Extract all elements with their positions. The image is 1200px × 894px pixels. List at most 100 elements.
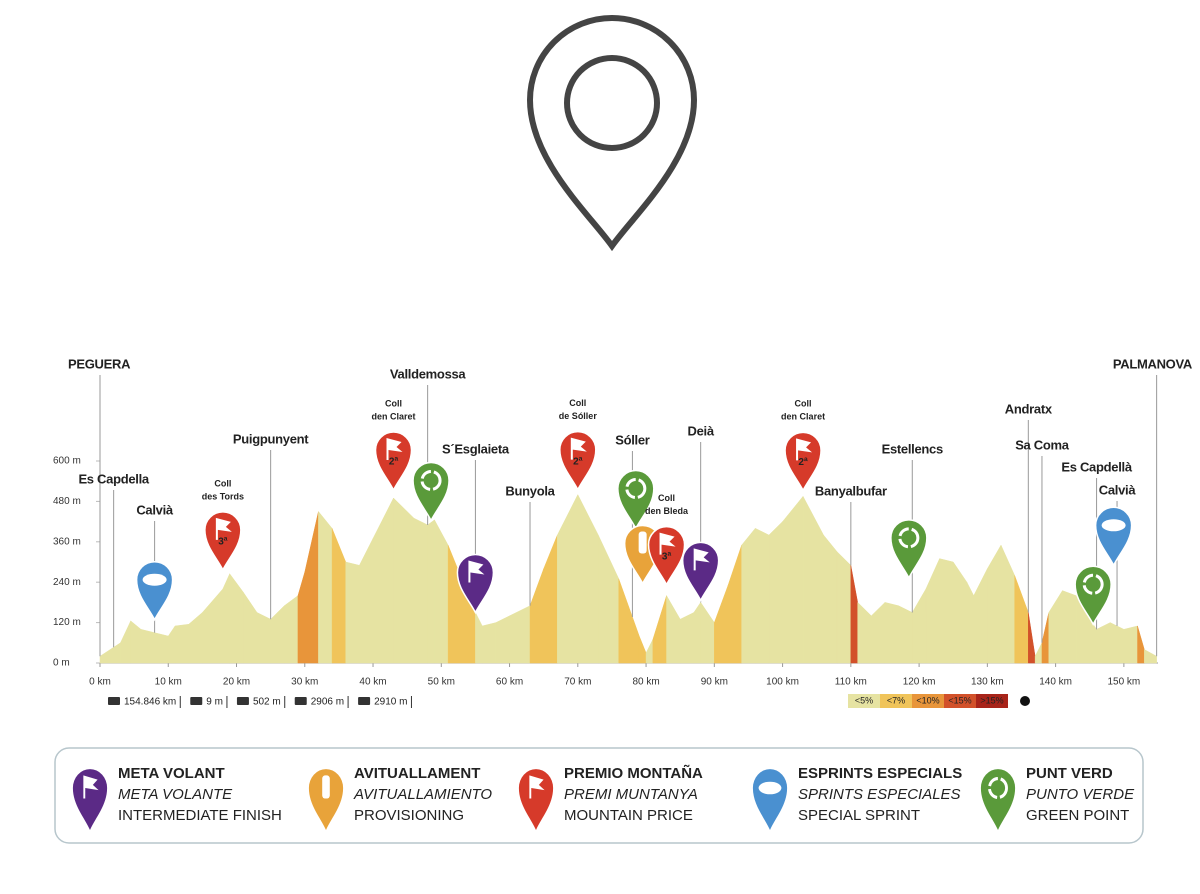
bottle-icon bbox=[638, 531, 647, 554]
legend-icon bbox=[72, 769, 108, 830]
profile-segment bbox=[1048, 589, 1063, 664]
x-tick-label: 10 km bbox=[155, 677, 182, 688]
profile-segment bbox=[1041, 612, 1050, 664]
place-label: PEGUERA bbox=[68, 356, 131, 371]
place-label: Puigpunyent bbox=[233, 431, 309, 446]
bottle-icon bbox=[322, 775, 330, 799]
legend-pin bbox=[308, 769, 344, 830]
legend-text: SPRINTS ESPECIALES bbox=[798, 786, 961, 803]
profile-segment bbox=[284, 595, 299, 664]
profile-segment bbox=[700, 601, 715, 664]
flag-icon bbox=[693, 548, 710, 571]
recycle-icon bbox=[420, 469, 442, 491]
profile-segment bbox=[939, 558, 954, 664]
flag-icon bbox=[659, 532, 676, 555]
gradient-label: <7% bbox=[887, 695, 905, 705]
marker-label: 3ª bbox=[218, 537, 228, 548]
legend-text: PROVISIONING bbox=[354, 807, 464, 824]
x-tick-label: 30 km bbox=[291, 677, 318, 688]
place-label: PALMANOVA bbox=[1113, 356, 1193, 371]
profile-segment bbox=[130, 620, 142, 664]
marker-meta bbox=[681, 541, 720, 603]
x-tick-label: 60 km bbox=[496, 677, 523, 688]
profile-segment bbox=[1062, 590, 1077, 664]
profile-segment bbox=[577, 494, 599, 664]
marker-green bbox=[890, 519, 928, 580]
mountain-name: Coll bbox=[795, 399, 812, 409]
profile-segment bbox=[174, 624, 189, 664]
stat-value: 154.846 km bbox=[124, 697, 176, 708]
flag-icon bbox=[386, 438, 403, 461]
profile-segment bbox=[1096, 622, 1111, 664]
legend-text: PUNTO VERDE bbox=[1026, 786, 1135, 803]
legend-icon bbox=[980, 769, 1016, 830]
recycle-icon bbox=[625, 478, 647, 500]
legend-icon bbox=[518, 769, 554, 830]
marker-pin bbox=[617, 469, 655, 531]
y-tick-label: 0 m bbox=[53, 658, 70, 669]
marker-pin bbox=[890, 519, 928, 580]
profile-segment bbox=[318, 510, 333, 664]
mountain-name: Coll bbox=[569, 398, 586, 408]
profile-segment bbox=[952, 561, 968, 664]
marker-pin bbox=[647, 525, 686, 587]
stat-icon bbox=[294, 697, 307, 705]
profile-segment bbox=[898, 605, 913, 664]
place-label: Deià bbox=[688, 423, 715, 438]
x-tick-label: 40 km bbox=[359, 677, 386, 688]
marker-green bbox=[1074, 565, 1112, 626]
gradient-swatch bbox=[912, 694, 944, 708]
stat-value: 2906 m bbox=[311, 697, 344, 708]
marker-pin bbox=[374, 431, 413, 492]
place-label: Andratx bbox=[1005, 401, 1053, 416]
profile-segment bbox=[256, 612, 271, 664]
gradient-label: <5% bbox=[855, 695, 873, 705]
gradient-swatch bbox=[880, 694, 912, 708]
x-tick-label: 0 km bbox=[89, 677, 111, 688]
profile-segment bbox=[618, 578, 640, 664]
profile-segment bbox=[1014, 575, 1029, 664]
gradient-swatch bbox=[944, 694, 976, 708]
profile-segment bbox=[99, 642, 121, 664]
marker-mountain: 3ª Coll den Bleda bbox=[645, 493, 689, 587]
marker-pin bbox=[412, 461, 450, 523]
profile-segment bbox=[413, 517, 428, 664]
legend-text: MOUNTAIN PRICE bbox=[564, 807, 693, 824]
profile-segment bbox=[802, 496, 824, 664]
profile-segment bbox=[857, 601, 872, 664]
mountain-name: den Claret bbox=[781, 412, 825, 422]
profile-segment bbox=[925, 558, 940, 664]
profile-segment bbox=[884, 602, 899, 664]
profile-segment bbox=[427, 519, 435, 664]
marker-sprint bbox=[135, 560, 174, 622]
cloud-icon bbox=[142, 573, 167, 586]
profile-segment bbox=[679, 612, 695, 664]
profile-segment bbox=[823, 534, 838, 664]
profile-segment bbox=[714, 585, 729, 664]
legend-text: INTERMEDIATE FINISH bbox=[118, 807, 282, 824]
profile-segment bbox=[475, 612, 483, 664]
y-tick-label: 360 m bbox=[53, 536, 81, 547]
x-tick-label: 50 km bbox=[428, 677, 455, 688]
legend-icon bbox=[308, 769, 344, 830]
marker-mountain: 3ª Coll des Tords bbox=[202, 478, 244, 572]
legend-text: META VOLANT bbox=[118, 765, 225, 782]
profile-segment bbox=[850, 565, 858, 664]
mountain-name: Coll bbox=[385, 398, 402, 408]
flag-icon bbox=[215, 517, 232, 540]
profile-segment bbox=[359, 538, 374, 664]
x-tick-label: 90 km bbox=[701, 677, 728, 688]
flag-icon bbox=[796, 438, 813, 461]
marker-green bbox=[412, 461, 450, 523]
x-tick-label: 100 km bbox=[766, 677, 799, 688]
legend-text: PREMIO MONTAÑA bbox=[564, 764, 703, 782]
recycle-icon bbox=[1082, 573, 1104, 595]
profile-segment bbox=[372, 497, 394, 664]
marker-label: 3ª bbox=[662, 551, 672, 562]
mountain-name: des Tords bbox=[202, 491, 244, 501]
stat-icon bbox=[236, 697, 249, 705]
place-label: Sa Coma bbox=[1015, 437, 1070, 452]
recycle-icon bbox=[988, 776, 1008, 800]
cloud-icon bbox=[758, 781, 782, 795]
